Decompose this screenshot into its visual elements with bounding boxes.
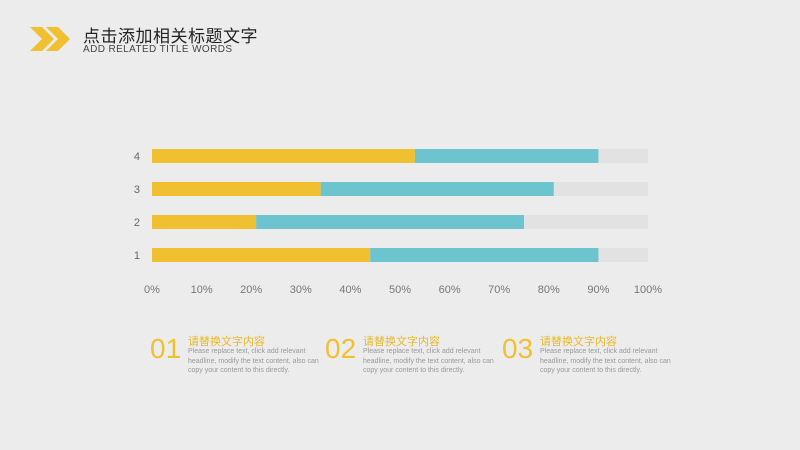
y-tick-label: 4 <box>134 151 140 163</box>
slide-title: 点击添加相关标题文字 <box>83 27 258 47</box>
x-tick-label: 60% <box>439 284 461 296</box>
slide-header: 点击添加相关标题文字 ADD RELATED TITLE WORDS <box>30 22 390 62</box>
x-tick-label: 0% <box>144 284 160 296</box>
item-heading: 请替换文字内容 <box>188 335 265 348</box>
bar-segment-2 <box>256 215 524 229</box>
item-body: Please replace text, click add relevant … <box>540 348 671 374</box>
slide-subtitle: ADD RELATED TITLE WORDS <box>83 44 233 55</box>
double-chevron-icon <box>30 27 70 51</box>
bar-segment-1 <box>152 248 371 262</box>
bar-segment-2 <box>320 182 554 196</box>
item-body: Please replace text, click add relevant … <box>363 348 494 374</box>
item-number: 03 <box>502 333 534 364</box>
x-tick-label: 50% <box>389 284 411 296</box>
info-item-3: 03 请替换文字内容 Please replace text, click ad… <box>502 333 672 393</box>
item-heading: 请替换文字内容 <box>363 335 440 348</box>
info-item-1: 01 请替换文字内容 Please replace text, click ad… <box>150 333 320 393</box>
bar-segment-1 <box>152 149 415 163</box>
x-tick-label: 80% <box>538 284 560 296</box>
y-tick-label: 2 <box>134 217 140 229</box>
x-tick-label: 20% <box>240 284 262 296</box>
x-tick-label: 70% <box>488 284 510 296</box>
info-item-2: 02 请替换文字内容 Please replace text, click ad… <box>325 333 495 393</box>
x-tick-label: 100% <box>634 284 662 296</box>
bar-segment-1 <box>152 182 321 196</box>
item-body: Please replace text, click add relevant … <box>188 348 319 374</box>
y-tick-label: 3 <box>134 184 140 196</box>
x-tick-label: 30% <box>290 284 312 296</box>
bar-segment-2 <box>370 248 599 262</box>
bar-segment-1 <box>152 215 257 229</box>
x-tick-label: 10% <box>191 284 213 296</box>
y-tick-label: 1 <box>134 250 140 262</box>
x-tick-label: 40% <box>339 284 361 296</box>
item-number: 02 <box>325 333 357 364</box>
x-tick-label: 90% <box>587 284 609 296</box>
bar-segment-2 <box>414 149 599 163</box>
item-heading: 请替换文字内容 <box>540 335 617 348</box>
item-number: 01 <box>150 333 182 364</box>
